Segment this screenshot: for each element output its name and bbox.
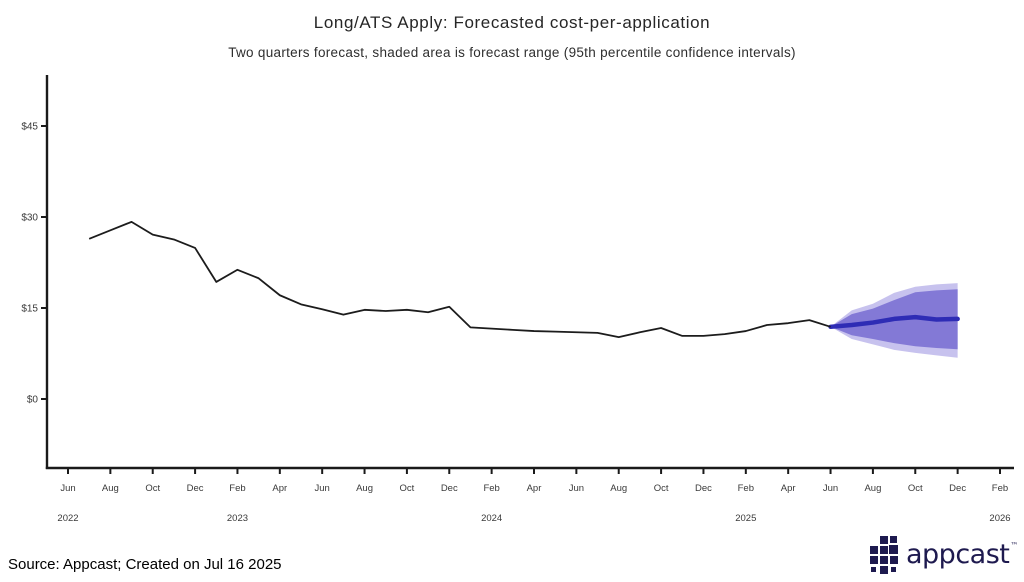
x-tick-label: Oct — [908, 483, 923, 494]
trademark-symbol: ™ — [1010, 541, 1018, 550]
forecast-line — [828, 314, 960, 330]
x-tick-label: Aug — [864, 483, 881, 494]
x-tick-label: Oct — [145, 483, 160, 494]
x-year-label: 2023 — [227, 513, 248, 524]
x-year-label: 2024 — [481, 513, 502, 524]
x-tick-label: Apr — [272, 483, 287, 494]
x-tick-label: Aug — [102, 483, 119, 494]
x-tick-label: Feb — [229, 483, 245, 494]
x-tick-label: Dec — [695, 483, 712, 494]
x-tick-label: Jun — [60, 483, 75, 494]
x-tick-label: Dec — [187, 483, 204, 494]
x-tick-label: Aug — [356, 483, 373, 494]
x-tick-label: Feb — [483, 483, 499, 494]
chart-title: Long/ATS Apply: Forecasted cost-per-appl… — [313, 13, 711, 32]
y-tick-label: $15 — [21, 303, 38, 314]
appcast-logo: appcast ™ — [869, 535, 1018, 574]
x-tick-label: Jun — [823, 483, 838, 494]
appcast-wordmark: appcast ™ — [906, 539, 1018, 570]
chart-subtitle: Two quarters forecast, shaded area is fo… — [228, 45, 796, 60]
x-tick-label: Dec — [441, 483, 458, 494]
y-tick-label: $0 — [27, 395, 39, 406]
actual-line — [88, 220, 831, 339]
x-tick-label: Oct — [654, 483, 669, 494]
x-year-label: 2026 — [989, 513, 1010, 524]
x-tick-label: Dec — [949, 483, 966, 494]
y-tick-label: $30 — [21, 212, 38, 223]
appcast-grid-icon — [869, 535, 898, 574]
x-tick-label: Jun — [569, 483, 584, 494]
y-tick-label: $45 — [21, 121, 38, 132]
x-tick-label: Aug — [610, 483, 627, 494]
x-tick-label: Apr — [781, 483, 796, 494]
source-note: Source: Appcast; Created on Jul 16 2025 — [8, 556, 282, 573]
x-year-label: 2022 — [57, 513, 78, 524]
x-tick-label: Feb — [992, 483, 1008, 494]
x-tick-label: Apr — [527, 483, 542, 494]
x-year-label: 2025 — [735, 513, 756, 524]
x-tick-label: Feb — [738, 483, 754, 494]
x-tick-label: Oct — [400, 483, 415, 494]
x-tick-label: Jun — [315, 483, 330, 494]
